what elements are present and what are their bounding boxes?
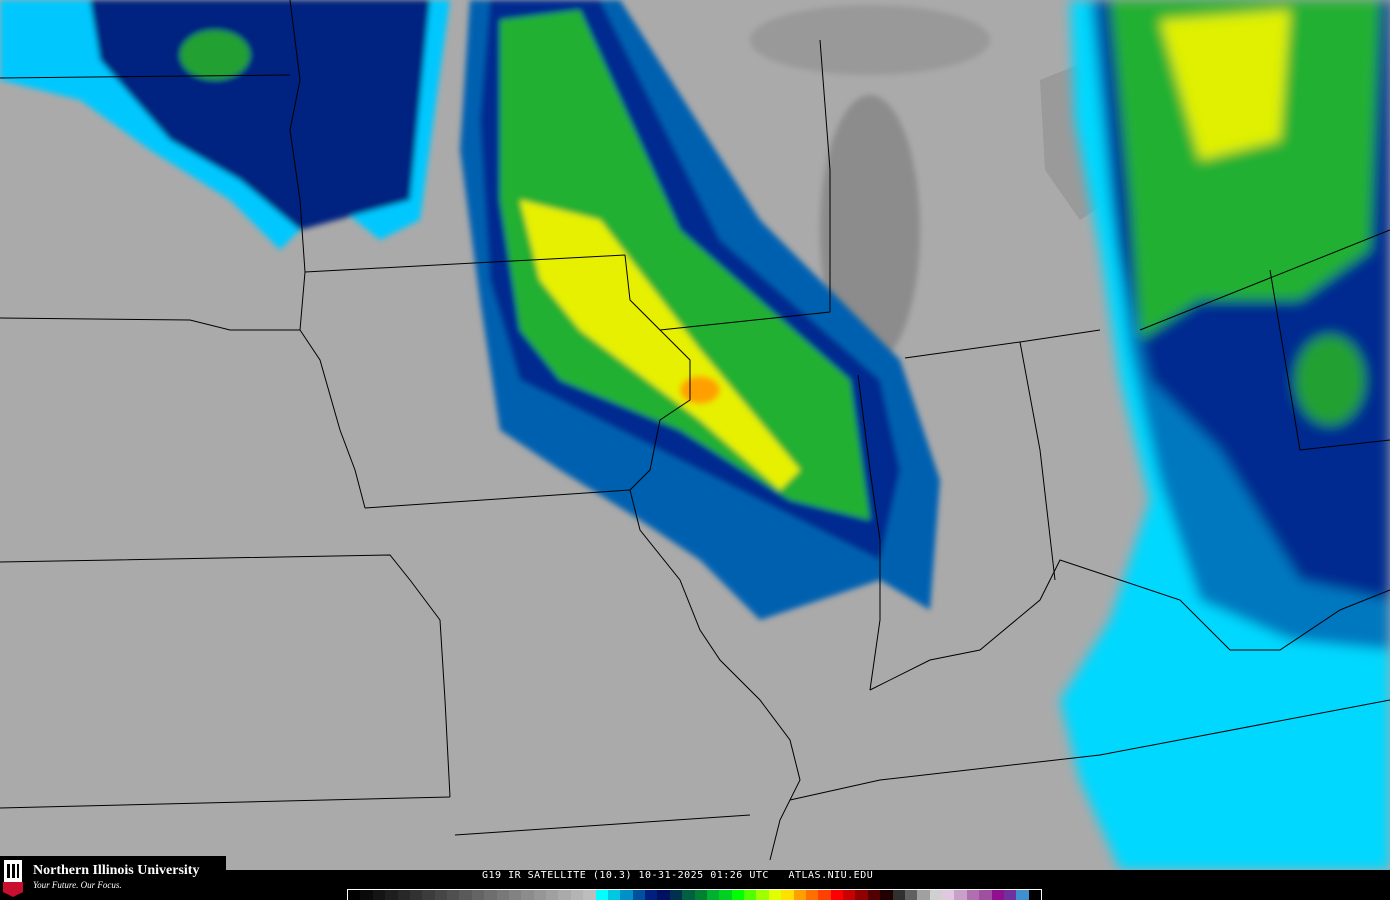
color-scale-swatch <box>1016 890 1029 900</box>
color-scale-swatch <box>830 890 843 900</box>
color-scale-swatch <box>954 890 967 900</box>
image-caption: G19 IR SATELLITE (10.3) 10-31-2025 01:26… <box>482 870 874 881</box>
color-scale-swatch <box>669 890 683 900</box>
color-scale-swatch <box>966 890 980 900</box>
color-scale-swatch <box>484 890 497 900</box>
color-scale-swatch <box>385 890 398 900</box>
color-scale-swatch <box>546 890 559 900</box>
color-scale-bar <box>347 889 1042 900</box>
color-scale-swatch <box>706 890 720 900</box>
color-scale-swatch <box>942 890 955 900</box>
color-scale-swatch <box>583 890 596 900</box>
color-scale-swatch <box>422 890 435 900</box>
color-scale-swatch <box>459 890 472 900</box>
color-scale-swatch <box>892 890 905 900</box>
cloud-east <box>1060 0 1390 870</box>
color-scale-swatch <box>1003 890 1017 900</box>
color-scale-swatch <box>372 890 386 900</box>
color-scale-swatch <box>805 890 819 900</box>
university-name: Northern Illinois University <box>33 863 200 878</box>
color-scale-swatch <box>508 890 522 900</box>
color-scale-swatch <box>694 890 707 900</box>
color-scale-swatch <box>843 890 856 900</box>
color-scale-swatch <box>793 890 806 900</box>
color-scale-swatch <box>855 890 868 900</box>
color-scale-swatch <box>929 890 942 900</box>
color-scale-swatch <box>904 890 918 900</box>
university-tagline: Your Future. Our Focus. <box>33 880 122 890</box>
color-scale-swatch <box>533 890 546 900</box>
lake-superior <box>750 5 990 75</box>
color-scale-swatch <box>471 890 485 900</box>
color-scale-swatch <box>607 890 621 900</box>
color-scale-swatch <box>781 890 794 900</box>
color-scale-swatch <box>756 890 769 900</box>
color-scale-swatch <box>348 890 361 900</box>
color-scale-swatch <box>447 890 460 900</box>
color-scale-swatch <box>818 890 831 900</box>
color-scale-swatch <box>521 890 534 900</box>
color-scale-swatch <box>360 890 373 900</box>
color-scale-swatch <box>620 890 633 900</box>
color-scale-swatch <box>657 890 670 900</box>
color-scale-swatch <box>979 890 992 900</box>
color-scale-swatch <box>632 890 645 900</box>
color-scale-swatch <box>645 890 658 900</box>
color-scale-swatch <box>409 890 423 900</box>
lake-michigan <box>820 95 920 365</box>
color-scale-swatch <box>558 890 571 900</box>
color-scale-swatch <box>719 890 732 900</box>
color-scale-swatch <box>434 890 447 900</box>
niu-logo: Northern Illinois University Your Future… <box>0 856 226 900</box>
color-scale-swatch <box>917 890 930 900</box>
color-scale-swatch <box>991 890 1004 900</box>
color-scale-swatch <box>1028 890 1041 900</box>
color-scale-swatch <box>570 890 584 900</box>
color-scale-swatch <box>768 890 782 900</box>
color-scale-swatch <box>682 890 695 900</box>
color-scale-swatch <box>744 890 757 900</box>
color-scale-swatch <box>731 890 744 900</box>
color-scale-swatch <box>880 890 893 900</box>
color-scale-swatch <box>397 890 410 900</box>
satellite-map <box>0 0 1390 870</box>
cloud-band-central <box>460 0 940 620</box>
state-boundaries <box>0 0 1390 861</box>
cloud-northwest <box>0 0 450 250</box>
niu-seal-icon <box>3 860 23 897</box>
color-scale-swatch <box>867 890 881 900</box>
color-scale-swatch <box>595 890 608 900</box>
color-scale-swatch <box>496 890 509 900</box>
